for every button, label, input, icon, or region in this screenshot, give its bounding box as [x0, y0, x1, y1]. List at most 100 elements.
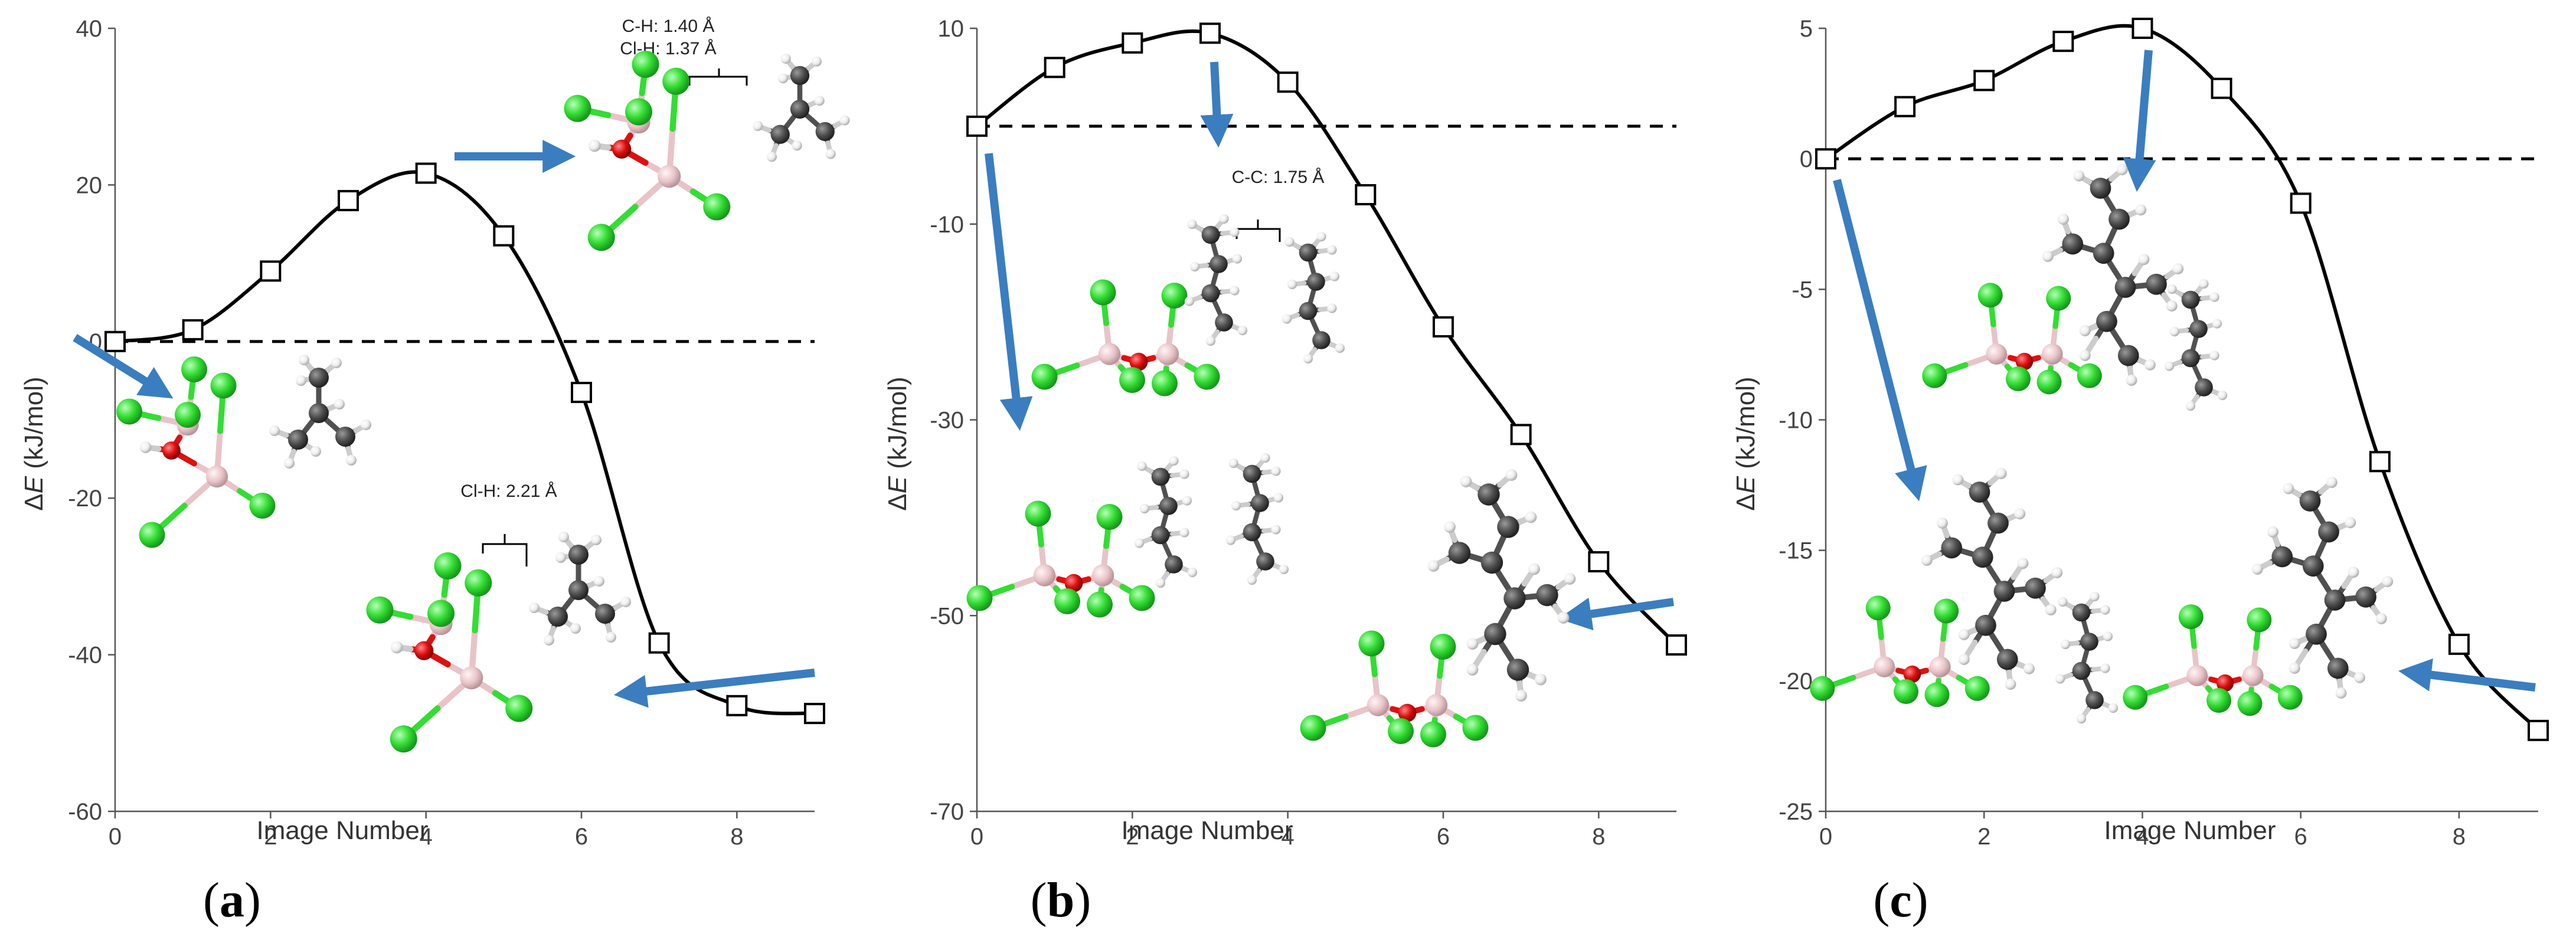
data-point-marker [2132, 18, 2153, 39]
data-point-marker [571, 382, 592, 404]
atom-cl [1924, 682, 1950, 708]
atom-h [1137, 461, 1147, 471]
atom-c [1497, 516, 1519, 538]
atom-h [1444, 521, 1456, 533]
atom-h [529, 602, 540, 613]
atom-h [1995, 468, 2007, 479]
atom-c [2299, 490, 2321, 512]
atom-cl [1894, 679, 1918, 704]
y-tick-label: -25 [1779, 799, 1813, 825]
data-point-marker [1894, 96, 1916, 117]
atom-cl [1090, 279, 1116, 306]
data-point-marker [2290, 192, 2312, 214]
data-point-marker [1510, 424, 1532, 446]
panel-b-curve [976, 29, 1678, 647]
atom-c [309, 403, 329, 423]
atom-cl [587, 224, 615, 251]
atom-c [2117, 345, 2139, 366]
atom-h [570, 623, 581, 634]
atom-h [1327, 245, 1337, 255]
atom-cl [1194, 363, 1220, 390]
panel-b-x-axis-label: Image Number [1121, 816, 1293, 845]
atom-cl [175, 402, 201, 428]
atom-h [1958, 629, 1970, 640]
y-tick-label: -10 [930, 212, 964, 238]
atom-h [1528, 563, 1540, 575]
atom-o [414, 641, 434, 660]
atom-h [1273, 493, 1284, 503]
atom-h [753, 120, 763, 132]
atom-cl [2178, 604, 2204, 630]
atom-h [2209, 292, 2219, 302]
data-point-marker [2211, 77, 2232, 99]
atom-cl [1388, 718, 1414, 744]
data-point-marker [2369, 451, 2391, 473]
y-tick-label: -5 [1792, 277, 1813, 303]
atom-c [1243, 464, 1261, 483]
x-tick-label: 2 [264, 824, 277, 850]
y-tick-label: 5 [1800, 16, 1813, 42]
atom-h [334, 399, 345, 410]
y-tick-label: -30 [930, 408, 964, 434]
atom-c [2327, 657, 2349, 679]
atom-h [1958, 654, 1970, 665]
atom-h [2326, 477, 2338, 488]
atom-h [310, 446, 321, 457]
atom-c [2085, 691, 2104, 709]
atom-h [284, 458, 295, 469]
atom-h [299, 355, 309, 365]
atom-h [1179, 469, 1189, 479]
atom-b [1874, 656, 1895, 677]
atom-cl [1119, 367, 1145, 393]
atom-h [2058, 214, 2069, 225]
data-point-marker [104, 330, 126, 352]
atom-cl [390, 725, 417, 753]
atom-h [1189, 261, 1200, 272]
atom-h [2217, 390, 2228, 401]
atom-h [2138, 254, 2150, 266]
atom-b [460, 666, 483, 690]
atom-c [2302, 555, 2324, 577]
atom-o [1903, 665, 1921, 683]
atom-c [770, 125, 790, 144]
atom-b [1367, 694, 1390, 716]
y-tick-label: 10 [938, 16, 965, 42]
panel-c-y-axis-label: ΔE (kJ/mol) [1731, 376, 1760, 510]
atom-h [1335, 343, 1345, 353]
atom-cl [1129, 585, 1155, 611]
atom-h [1134, 538, 1145, 548]
atom-cl [427, 600, 455, 627]
data-point-marker [1815, 148, 1836, 170]
atom-c [309, 368, 329, 388]
atom-c [1165, 555, 1183, 574]
atom-h [1564, 573, 1576, 585]
atom-h [2042, 251, 2054, 262]
panel-b-molecule-5 [1134, 456, 1198, 588]
atom-c [2355, 586, 2376, 608]
atom-h [2090, 591, 2100, 602]
atom-o [2015, 352, 2034, 371]
panel-c-molecule-8 [2251, 477, 2394, 699]
y-tick-label: -15 [1779, 538, 1813, 564]
atom-h [2051, 567, 2063, 578]
atom-h [1182, 496, 1192, 506]
atom-c [1503, 587, 1526, 610]
atom-h [2289, 638, 2300, 649]
atom-h [544, 635, 554, 646]
atom-h [2167, 284, 2177, 294]
y-tick-label: 40 [76, 16, 103, 42]
atom-h [2185, 401, 2196, 411]
atom-c [2093, 243, 2114, 264]
atom-h [139, 441, 152, 453]
panel-b-annotation-cc: C-C: 1.75 Å [1232, 168, 1325, 187]
atom-c [1448, 542, 1471, 564]
data-point-marker [338, 189, 359, 211]
atom-h [588, 139, 601, 152]
data-point-marker [2528, 719, 2549, 741]
panel-a-x-axis-label: Image Number [256, 816, 428, 845]
atom-b [1156, 343, 1179, 365]
atom-h [1237, 325, 1248, 336]
panel-b-molecule-7 [1300, 630, 1489, 748]
data-point-marker [1044, 57, 1065, 78]
atom-c [2062, 233, 2084, 255]
